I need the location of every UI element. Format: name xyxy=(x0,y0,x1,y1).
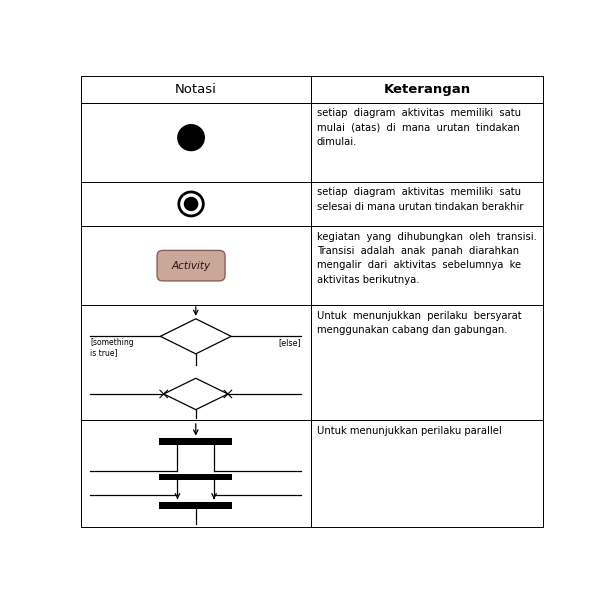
Text: kegiatan  yang  dihubungkan  oleh  transisi.
Transisi  adalah  anak  panah  diar: kegiatan yang dihubungkan oleh transisi.… xyxy=(317,232,537,285)
Text: setiap  diagram  aktivitas  memiliki  satu
selesai di mana urutan tindakan berak: setiap diagram aktivitas memiliki satu s… xyxy=(317,187,523,211)
Text: Untuk menunjukkan perilaku parallel: Untuk menunjukkan perilaku parallel xyxy=(317,426,502,436)
Bar xyxy=(81,420,311,527)
Bar xyxy=(311,420,543,527)
Bar xyxy=(81,226,311,305)
Bar xyxy=(311,102,543,182)
Bar xyxy=(159,502,233,509)
Text: [something
is true]: [something is true] xyxy=(90,338,134,357)
Bar xyxy=(159,474,233,480)
Text: Notasi: Notasi xyxy=(175,83,217,96)
Circle shape xyxy=(178,125,204,150)
Bar xyxy=(311,182,543,226)
FancyBboxPatch shape xyxy=(157,250,225,281)
Bar xyxy=(81,77,311,102)
Text: [else]: [else] xyxy=(278,338,301,347)
Bar xyxy=(81,182,311,226)
Bar xyxy=(311,77,543,102)
Bar xyxy=(81,305,311,420)
Text: Untuk  menunjukkan  perilaku  bersyarat
menggunakan cabang dan gabungan.: Untuk menunjukkan perilaku bersyarat men… xyxy=(317,311,521,335)
Bar xyxy=(81,102,311,182)
Text: setiap  diagram  aktivitas  memiliki  satu
mulai  (atas)  di  mana  urutan  tind: setiap diagram aktivitas memiliki satu m… xyxy=(317,108,521,147)
Bar xyxy=(159,438,233,445)
Bar xyxy=(311,305,543,420)
Bar xyxy=(311,226,543,305)
Text: Keterangan: Keterangan xyxy=(384,83,471,96)
Text: Activity: Activity xyxy=(172,261,211,271)
Circle shape xyxy=(185,198,198,210)
